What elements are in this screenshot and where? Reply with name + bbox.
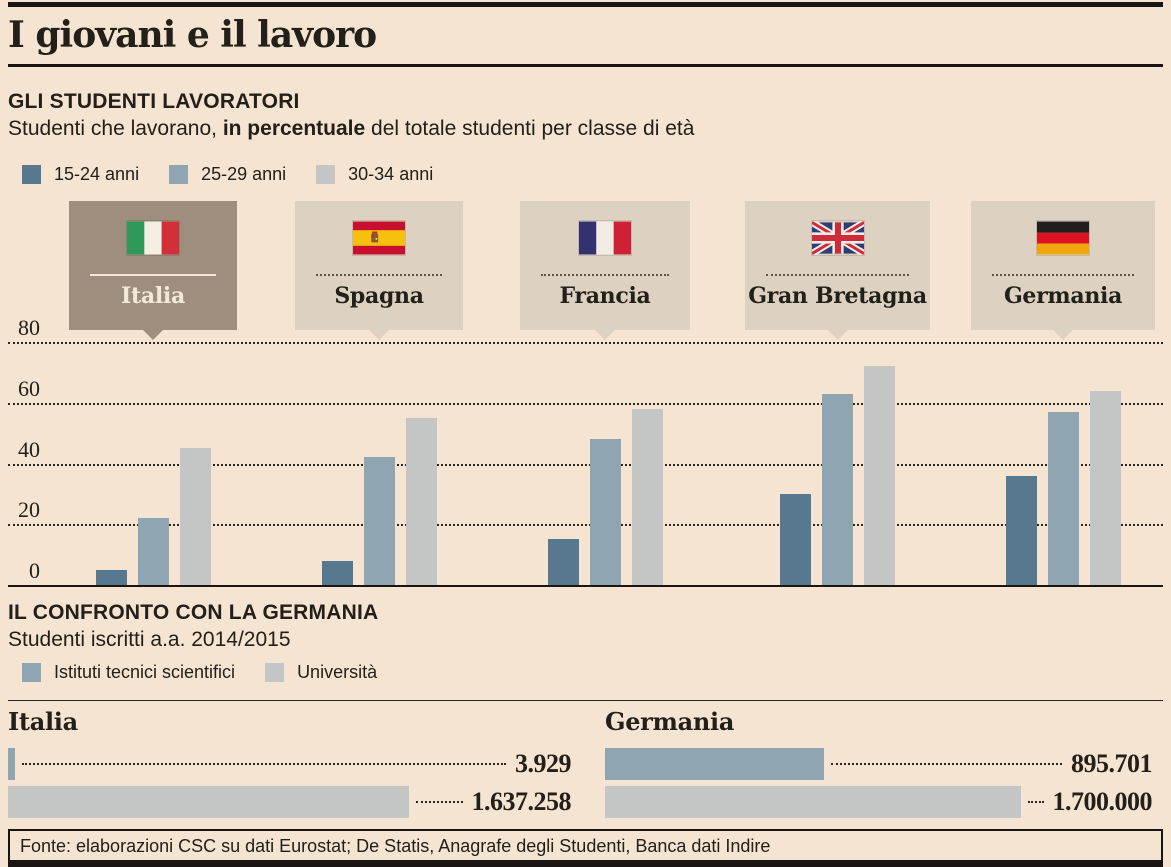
country-card-spagna: Spagna (295, 201, 463, 340)
country-name: Italia (121, 283, 185, 309)
bar-francia-30-34-anni (632, 409, 663, 585)
card-separator (541, 274, 669, 276)
card-separator (992, 274, 1134, 276)
legend-swatch-università (265, 662, 285, 682)
legend-label: 30-34 anni (348, 164, 434, 184)
value-label: 3.929 (515, 749, 572, 778)
section2-title: IL CONFRONTO CON LA GERMANIA (8, 601, 379, 624)
comparison-group-label-italia: Italia (8, 707, 78, 736)
y-tick-60: 60 (18, 375, 40, 401)
bar-germania-25-29-anni (1048, 412, 1079, 585)
dotted-leader (1028, 801, 1044, 803)
card-separator (316, 274, 442, 276)
comparison-row-italia-1: 1.637.258 (8, 786, 571, 818)
section2-rule (8, 700, 1163, 701)
country-name: Spagna (334, 283, 424, 309)
legend-item: 15-24 anni (22, 163, 139, 185)
legend-swatch-15-24-anni (22, 164, 41, 184)
card-pointer-icon (368, 329, 390, 340)
legend-item: 25-29 anni (169, 163, 286, 185)
country-card-gran-bretagna: Gran Bretagna (745, 201, 930, 340)
gridline-60 (8, 402, 1163, 405)
legend-item: 30-34 anni (316, 163, 433, 185)
subtitle-post: del totale studenti per classe di età (365, 117, 695, 140)
top-rule (8, 2, 1163, 7)
card-separator (766, 274, 909, 276)
comparison-row-italia-0: 3.929 (8, 748, 572, 780)
bar-italia-25-29-anni (138, 518, 169, 585)
legend-label: Istituti tecnici scientifici (54, 662, 236, 682)
gridline-80 (8, 342, 1163, 344)
y-tick-40: 40 (18, 436, 40, 462)
flag-germany-icon (1037, 221, 1089, 255)
legend-label: 15-24 anni (54, 164, 140, 184)
dotted-leader (22, 763, 506, 765)
legend-label: Università (297, 662, 378, 682)
y-tick-80: 80 (18, 315, 40, 340)
bar-italia-30-34-anni (180, 448, 211, 585)
source-note: Fonte: elaborazioni CSC su dati Eurostat… (8, 829, 1163, 867)
dotted-leader (831, 763, 1062, 765)
country-card-francia: Francia (520, 201, 690, 340)
bar-italia-15-24-anni (96, 570, 127, 585)
legend-label: 25-29 anni (201, 164, 287, 184)
legend-item: Università (265, 661, 377, 683)
section1-title: GLI STUDENTI LAVORATORI (8, 90, 300, 113)
hbar-università (605, 786, 1021, 818)
value-label: 895.701 (1071, 749, 1153, 778)
x-axis-baseline (8, 585, 1163, 587)
card-pointer-icon (142, 329, 164, 340)
source-text: Fonte: elaborazioni CSC su dati Eurostat… (20, 836, 771, 856)
country-name: Germania (1003, 283, 1123, 309)
legend-school-types: Istituti tecnici scientifici Università (22, 661, 407, 683)
card-separator (90, 274, 216, 276)
flag-spain-icon (353, 221, 405, 255)
section1-subtitle: Studenti che lavorano, in percentuale de… (8, 117, 694, 141)
gridline-40 (8, 463, 1163, 466)
bar-spagna-15-24-anni (322, 561, 353, 585)
comparison-group-label-germania: Germania (605, 707, 735, 736)
bar-spagna-30-34-anni (406, 418, 437, 585)
gridline-20 (8, 524, 1163, 527)
bar-francia-15-24-anni (548, 539, 579, 585)
country-card-italia: Italia (69, 201, 237, 340)
value-label: 1.700.000 (1052, 787, 1153, 816)
hbar-istituti-tecnici-scientifici (8, 748, 15, 780)
card-pointer-icon (594, 329, 616, 340)
value-label: 1.637.258 (471, 787, 572, 816)
bar-gran-bretagna-15-24-anni (780, 494, 811, 585)
comparison-row-germania-0: 895.701 (605, 748, 1153, 780)
flag-france-icon (579, 221, 631, 255)
card-pointer-icon (826, 329, 849, 340)
country-card-germania: Germania (971, 201, 1155, 340)
legend-swatch-30-34-anni (316, 164, 336, 184)
y-tick-20: 20 (18, 497, 40, 523)
legend-item: Istituti tecnici scientifici (22, 661, 235, 683)
bar-germania-15-24-anni (1006, 476, 1037, 585)
hbar-istituti-tecnici-scientifici (605, 748, 824, 780)
legend-age-groups: 15-24 anni 25-29 anni 30-34 anni (22, 163, 463, 185)
y-tick-0: 0 (29, 558, 40, 583)
subtitle-pre: Studenti che lavorano, (8, 117, 223, 140)
bar-francia-25-29-anni (590, 439, 621, 585)
country-name: Gran Bretagna (748, 283, 927, 309)
hbar-università (8, 786, 409, 818)
flag-italy-icon (127, 221, 179, 255)
flag-uk-icon (811, 221, 864, 255)
bar-gran-bretagna-25-29-anni (822, 394, 853, 585)
title-rule (8, 64, 1163, 67)
country-name: Francia (559, 283, 651, 309)
bar-gran-bretagna-30-34-anni (864, 366, 895, 585)
bar-germania-30-34-anni (1090, 391, 1121, 585)
legend-swatch-istituti-tecnici-scientifici (22, 662, 41, 682)
card-pointer-icon (1052, 329, 1074, 340)
dotted-leader (416, 801, 463, 803)
legend-swatch-25-29-anni (169, 164, 189, 184)
bar-spagna-25-29-anni (364, 457, 395, 585)
page-title: I giovani e il lavoro (8, 14, 377, 56)
comparison-row-germania-1: 1.700.000 (605, 786, 1152, 818)
subtitle-bold: in percentuale (222, 117, 366, 140)
section2-subtitle: Studenti iscritti a.a. 2014/2015 (8, 628, 291, 651)
